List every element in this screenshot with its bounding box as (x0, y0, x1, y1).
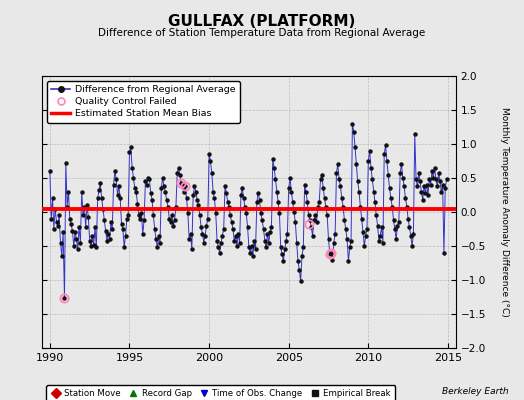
Legend: Station Move, Record Gap, Time of Obs. Change, Empirical Break: Station Move, Record Gap, Time of Obs. C… (46, 385, 395, 400)
Y-axis label: Monthly Temperature Anomaly Difference (°C): Monthly Temperature Anomaly Difference (… (500, 107, 509, 317)
Text: Difference of Station Temperature Data from Regional Average: Difference of Station Temperature Data f… (99, 28, 425, 38)
Text: GULLFAX (PLATFORM): GULLFAX (PLATFORM) (168, 14, 356, 29)
Text: Berkeley Earth: Berkeley Earth (442, 387, 508, 396)
